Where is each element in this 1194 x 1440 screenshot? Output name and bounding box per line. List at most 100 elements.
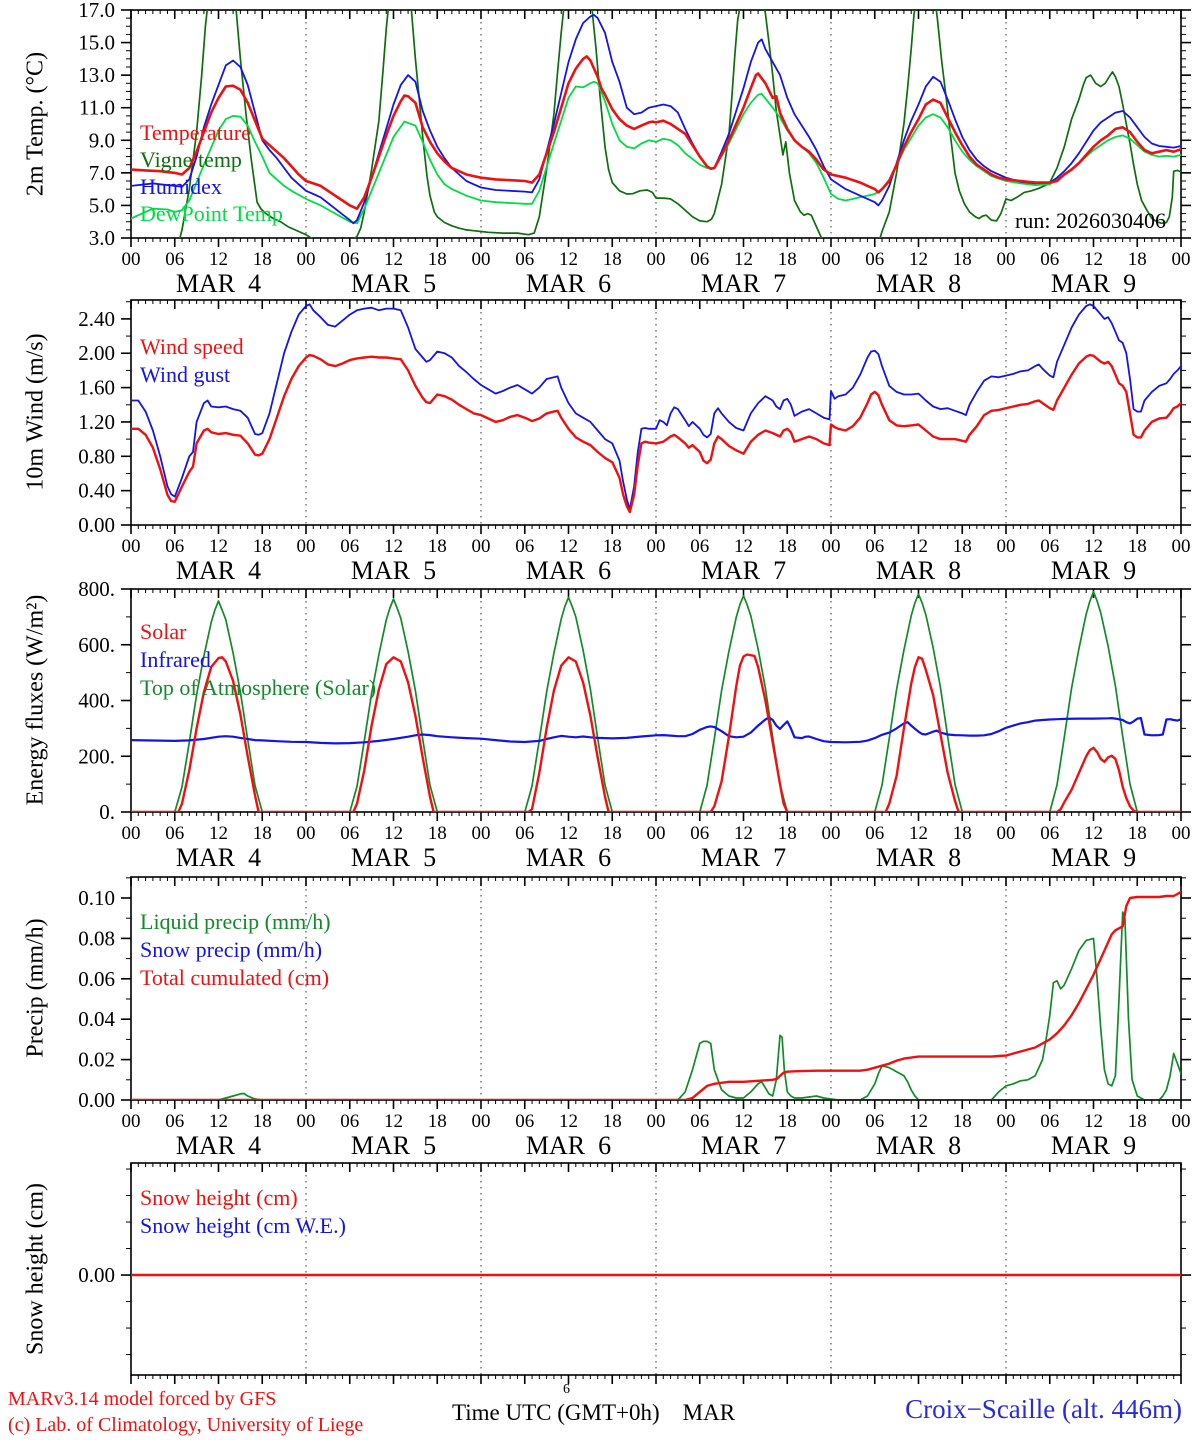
svg-text:00: 00 [297, 536, 316, 557]
svg-text:5.0: 5.0 [89, 193, 115, 217]
svg-text:MAR 9: MAR 9 [1051, 269, 1136, 298]
svg-text:0.10: 0.10 [78, 886, 115, 910]
svg-text:00: 00 [647, 1111, 666, 1132]
model-credit-line2: (c) Lab. of Climatology, University of L… [8, 1414, 364, 1436]
svg-text:12: 12 [1084, 1111, 1103, 1132]
svg-text:18: 18 [1128, 249, 1147, 270]
svg-text:1.20: 1.20 [78, 410, 115, 434]
svg-text:2.40: 2.40 [78, 307, 115, 331]
model-credit-line1: MARv3.14 model forced by GFS [8, 1388, 277, 1410]
svg-text:18: 18 [603, 823, 622, 844]
legend-item-snow-height-we: Snow height (cm W.E.) [140, 1213, 346, 1238]
svg-text:0.08: 0.08 [78, 926, 115, 950]
legend-item-snow-height: Snow height (cm) [140, 1185, 298, 1210]
svg-text:00: 00 [997, 1111, 1016, 1132]
svg-text:12: 12 [209, 823, 228, 844]
svg-text:06: 06 [690, 823, 709, 844]
y-axis-title-temperature: 2m Temp. (°C) [22, 51, 49, 197]
svg-text:17.0: 17.0 [78, 0, 115, 22]
legend-item-wind-speed: Wind speed [140, 334, 244, 359]
svg-text:12: 12 [1084, 823, 1103, 844]
svg-text:00: 00 [1172, 1111, 1191, 1132]
y-axis-title-precip: Precip (mm/h) [22, 918, 49, 1058]
svg-text:00: 00 [647, 249, 666, 270]
svg-text:06: 06 [340, 536, 359, 557]
svg-text:00: 00 [822, 823, 841, 844]
time-axis-superscript: 6 [563, 1382, 570, 1397]
svg-text:0.: 0. [99, 800, 115, 824]
svg-text:MAR 9: MAR 9 [1051, 556, 1136, 585]
svg-text:00: 00 [122, 1111, 141, 1132]
station-label: Croix−Scaille (alt. 446m) [905, 1394, 1182, 1424]
run-label: run: 2026030406 [1015, 208, 1166, 233]
legend-wind-panel: Wind speed Wind gust [140, 333, 244, 389]
svg-text:06: 06 [865, 823, 884, 844]
svg-text:MAR 5: MAR 5 [351, 1131, 436, 1160]
svg-text:00: 00 [1172, 823, 1191, 844]
svg-text:06: 06 [690, 536, 709, 557]
legend-item-dewpoint: DewPoint Temp [140, 201, 283, 226]
svg-text:06: 06 [165, 1111, 184, 1132]
svg-text:06: 06 [165, 536, 184, 557]
svg-text:MAR 6: MAR 6 [526, 843, 611, 872]
svg-text:18: 18 [428, 536, 447, 557]
svg-text:00: 00 [822, 536, 841, 557]
svg-text:12: 12 [384, 1111, 403, 1132]
svg-text:00: 00 [297, 1111, 316, 1132]
svg-text:00: 00 [122, 823, 141, 844]
svg-text:00: 00 [472, 1111, 491, 1132]
svg-text:12: 12 [559, 249, 578, 270]
legend-precip-panel: Liquid precip (mm/h) Snow precip (mm/h) … [140, 908, 331, 992]
svg-text:MAR 7: MAR 7 [701, 269, 786, 298]
legend-item-humidex: Humidex [140, 174, 222, 199]
svg-text:12: 12 [734, 823, 753, 844]
svg-text:MAR 5: MAR 5 [351, 269, 436, 298]
legend-item-liquid-precip: Liquid precip (mm/h) [140, 909, 331, 934]
svg-text:00: 00 [997, 823, 1016, 844]
svg-text:MAR 4: MAR 4 [176, 1131, 261, 1160]
svg-text:0.00: 0.00 [78, 1088, 115, 1112]
svg-text:MAR 8: MAR 8 [876, 269, 961, 298]
svg-text:0.00: 0.00 [78, 1263, 115, 1287]
svg-text:12: 12 [559, 823, 578, 844]
svg-text:MAR 4: MAR 4 [176, 843, 261, 872]
svg-text:MAR 6: MAR 6 [526, 1131, 611, 1160]
svg-text:00: 00 [472, 249, 491, 270]
legend-item-toa: Top of Atmosphere (Solar) [140, 675, 377, 700]
svg-text:06: 06 [340, 249, 359, 270]
svg-text:12: 12 [909, 249, 928, 270]
svg-text:06: 06 [515, 1111, 534, 1132]
svg-text:12: 12 [384, 249, 403, 270]
svg-text:18: 18 [1128, 823, 1147, 844]
svg-text:13.0: 13.0 [78, 63, 115, 87]
svg-text:0.80: 0.80 [78, 444, 115, 468]
svg-text:11.0: 11.0 [79, 96, 115, 120]
svg-text:3.0: 3.0 [89, 226, 115, 250]
svg-text:18: 18 [603, 536, 622, 557]
svg-text:18: 18 [253, 823, 272, 844]
svg-text:00: 00 [997, 536, 1016, 557]
svg-text:06: 06 [515, 536, 534, 557]
time-axis-label: Time UTC (GMT+0h) MAR [452, 1400, 736, 1425]
svg-text:MAR 6: MAR 6 [526, 556, 611, 585]
legend-item-infrared: Infrared [140, 647, 211, 672]
svg-text:06: 06 [515, 823, 534, 844]
svg-text:06: 06 [165, 823, 184, 844]
legend-energy-panel: Solar Infrared Top of Atmosphere (Solar) [140, 618, 376, 702]
svg-text:18: 18 [953, 536, 972, 557]
svg-text:MAR 7: MAR 7 [701, 1131, 786, 1160]
svg-text:MAR 8: MAR 8 [876, 1131, 961, 1160]
svg-text:06: 06 [865, 1111, 884, 1132]
svg-text:18: 18 [428, 823, 447, 844]
svg-text:MAR 8: MAR 8 [876, 843, 961, 872]
legend-item-temperature: Temperature [140, 120, 251, 145]
y-axis-title-wind: 10m Wind (m/s) [22, 333, 49, 491]
svg-text:06: 06 [865, 536, 884, 557]
svg-text:00: 00 [1172, 249, 1191, 270]
svg-text:12: 12 [209, 1111, 228, 1132]
svg-text:00: 00 [297, 249, 316, 270]
svg-text:200.: 200. [78, 744, 115, 768]
svg-text:06: 06 [1040, 249, 1059, 270]
